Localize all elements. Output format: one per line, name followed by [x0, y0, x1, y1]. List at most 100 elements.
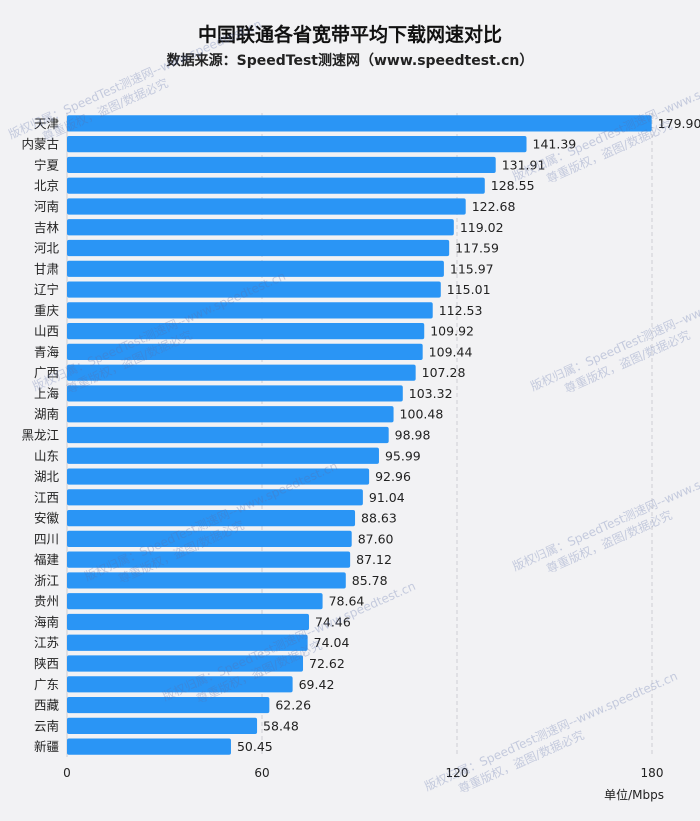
- value-label: 115.01: [447, 282, 491, 297]
- value-label: 119.02: [460, 220, 504, 235]
- chart-title: 中国联通各省宽带平均下载网速对比: [197, 24, 502, 46]
- bar: [67, 426, 389, 444]
- value-label: 112.53: [439, 303, 483, 318]
- value-label: 74.46: [315, 614, 351, 629]
- bar: [67, 177, 485, 194]
- category-label: 江西: [34, 490, 59, 505]
- value-label: 107.28: [422, 365, 466, 380]
- category-label: 贵州: [34, 594, 59, 609]
- value-label: 58.48: [263, 718, 299, 733]
- bar: [67, 717, 258, 734]
- category-label: 河北: [34, 241, 60, 256]
- x-tick-label: 0: [63, 766, 71, 780]
- value-label: 87.60: [358, 531, 394, 546]
- value-label: 141.39: [533, 137, 577, 152]
- value-label: 69.42: [299, 677, 335, 692]
- bar: [67, 572, 346, 589]
- category-label: 青海: [34, 344, 60, 359]
- value-label: 100.48: [400, 407, 444, 422]
- category-label: 北京: [34, 178, 59, 193]
- category-label: 黑龙江: [21, 428, 59, 443]
- bar: [67, 219, 454, 236]
- category-label: 广西: [34, 365, 59, 380]
- bar: [67, 509, 356, 527]
- value-label: 117.59: [455, 241, 499, 256]
- category-label: 山东: [34, 448, 59, 463]
- category-label: 西藏: [34, 698, 60, 713]
- category-label: 福建: [34, 552, 60, 567]
- category-label: 上海: [34, 386, 60, 401]
- category-label: 四川: [34, 531, 59, 546]
- category-label: 宁夏: [34, 157, 60, 172]
- bar: [67, 302, 433, 319]
- bar: [67, 198, 466, 215]
- bar: [67, 239, 450, 257]
- category-label: 吉林: [34, 220, 60, 235]
- bar: [67, 468, 370, 485]
- value-label: 78.64: [329, 594, 365, 609]
- bar: [67, 281, 441, 298]
- category-label: 湖南: [34, 407, 59, 422]
- value-label: 103.32: [409, 386, 453, 401]
- category-label: 广东: [34, 677, 59, 692]
- category-label: 山西: [34, 324, 59, 339]
- value-label: 109.44: [429, 344, 473, 359]
- bar: [67, 156, 496, 174]
- x-tick-label: 60: [254, 766, 269, 780]
- value-label: 72.62: [309, 656, 345, 671]
- value-label: 98.98: [395, 428, 431, 443]
- bar: [67, 364, 416, 381]
- value-label: 92.96: [375, 469, 411, 484]
- bar: [67, 115, 652, 132]
- x-tick-label: 120: [446, 766, 469, 780]
- category-label: 江苏: [34, 635, 59, 650]
- value-label: 131.91: [502, 157, 546, 172]
- value-label: 85.78: [352, 573, 388, 588]
- value-label: 95.99: [385, 448, 421, 463]
- chart-subtitle: 数据来源：SpeedTest测速网（www.speedtest.cn）: [166, 53, 534, 69]
- bar: [67, 489, 363, 506]
- value-label: 128.55: [491, 178, 535, 193]
- category-label: 内蒙古: [21, 137, 59, 152]
- bar: [67, 343, 423, 361]
- category-label: 天津: [34, 116, 59, 131]
- category-label: 湖北: [34, 469, 60, 484]
- bar: [67, 447, 379, 464]
- bar: [67, 738, 231, 755]
- bar: [67, 593, 323, 610]
- category-label: 新疆: [34, 739, 59, 754]
- value-label: 91.04: [369, 490, 405, 505]
- category-label: 安徽: [34, 511, 60, 526]
- bar: [67, 385, 403, 402]
- x-tick-label: 180: [641, 766, 664, 780]
- category-label: 浙江: [34, 573, 59, 588]
- bar: [67, 323, 425, 340]
- bar: [67, 696, 270, 714]
- category-label: 重庆: [34, 303, 60, 318]
- value-label: 87.12: [356, 552, 392, 567]
- value-label: 122.68: [472, 199, 516, 214]
- bar: [67, 136, 527, 153]
- value-label: 50.45: [237, 739, 273, 754]
- bar: [67, 634, 308, 651]
- value-label: 88.63: [361, 511, 397, 526]
- category-label: 海南: [34, 614, 59, 629]
- category-label: 甘肃: [34, 261, 59, 276]
- unit-label: 单位/Mbps: [604, 788, 664, 802]
- bar: [67, 406, 394, 423]
- bar: [67, 655, 304, 672]
- value-label: 109.92: [430, 324, 474, 339]
- value-label: 115.97: [450, 261, 494, 276]
- bar: [67, 530, 352, 547]
- bar: [67, 676, 293, 693]
- bar: [67, 613, 309, 631]
- category-label: 河南: [34, 199, 59, 214]
- value-label: 74.04: [314, 635, 350, 650]
- category-label: 辽宁: [34, 282, 59, 297]
- value-label: 179.90: [658, 116, 700, 131]
- bar: [67, 551, 351, 568]
- value-label: 62.26: [275, 698, 311, 713]
- category-label: 陕西: [34, 656, 59, 671]
- category-label: 云南: [34, 718, 59, 733]
